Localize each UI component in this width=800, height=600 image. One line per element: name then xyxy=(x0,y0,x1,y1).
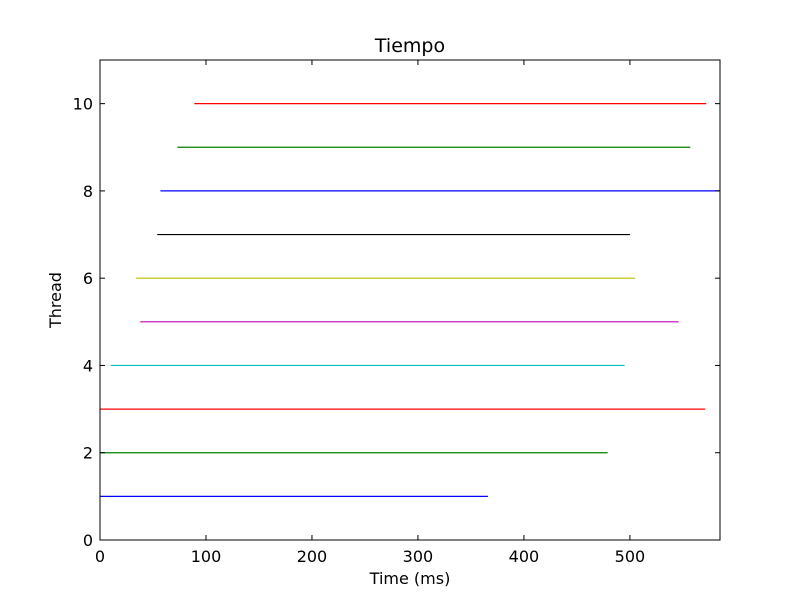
y-tick-label: 8 xyxy=(83,182,93,201)
y-tick-label: 2 xyxy=(83,444,93,463)
x-axis-label: Time (ms) xyxy=(369,569,451,588)
series-lines xyxy=(100,103,720,497)
chart-title: Tiempo xyxy=(374,35,445,57)
x-tick-label: 100 xyxy=(191,547,222,566)
y-tick-label: 10 xyxy=(73,95,93,114)
x-tick-label: 500 xyxy=(615,547,646,566)
y-axis-ticks: 0 2 4 6 8 10 xyxy=(73,95,720,550)
x-tick-label: 300 xyxy=(403,547,434,566)
y-tick-label: 6 xyxy=(83,269,93,288)
y-axis-label: Thread xyxy=(46,272,65,329)
x-tick-label: 0 xyxy=(95,547,105,566)
x-tick-label: 200 xyxy=(297,547,328,566)
plot-frame xyxy=(99,59,721,541)
x-axis-ticks: 0 100 200 300 400 500 xyxy=(95,60,645,566)
y-tick-label: 4 xyxy=(83,356,93,375)
x-tick-label: 400 xyxy=(509,547,540,566)
y-tick-label: 0 xyxy=(83,531,93,550)
